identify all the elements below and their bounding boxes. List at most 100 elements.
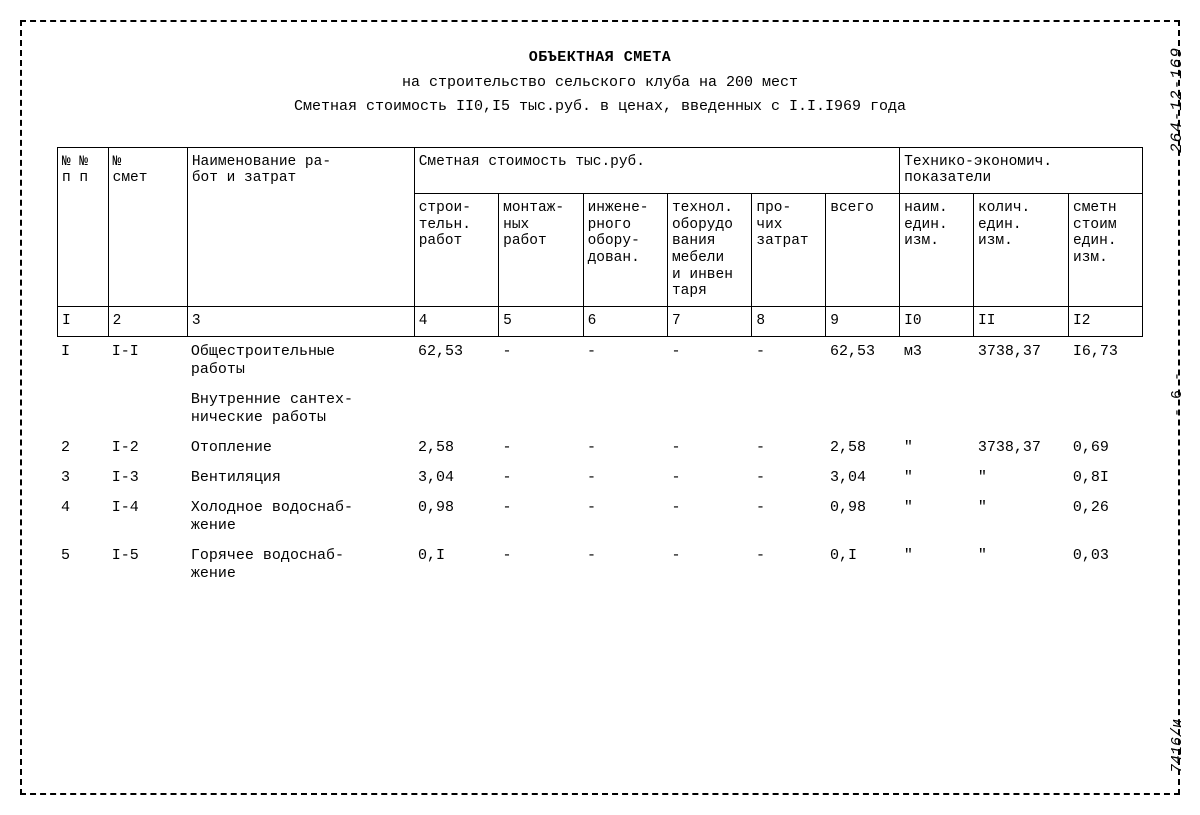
colnum-12: I2 <box>1069 306 1143 336</box>
row-c11: " <box>974 541 1069 589</box>
row-c12: 0,03 <box>1069 541 1143 589</box>
row-c10: " <box>900 463 974 493</box>
row-num: 2 <box>57 433 108 463</box>
colnum-2: 2 <box>108 306 187 336</box>
header-col-8: про-чихзатрат <box>752 193 826 306</box>
row-c7: - <box>668 541 753 589</box>
table-row: Внутренние сантех-нические работы <box>57 385 1143 433</box>
row-c7: - <box>668 433 753 463</box>
row-c6: - <box>583 493 668 541</box>
data-table: II-IОбщестроительныеработы62,53----62,53… <box>57 337 1143 589</box>
colnum-11: II <box>974 306 1069 336</box>
doc-code-bottom: 7416/и <box>1169 719 1186 773</box>
table-row: II-IОбщестроительныеработы62,53----62,53… <box>57 337 1143 385</box>
row-c10: м3 <box>900 337 974 385</box>
row-c9: 0,98 <box>826 493 900 541</box>
row-c7: - <box>668 337 753 385</box>
colnum-1: I <box>58 306 109 336</box>
header-col-12: сметнстоимедин.изм. <box>1069 193 1143 306</box>
header-col-11: колич.един.изм. <box>974 193 1069 306</box>
row-code: I-5 <box>108 541 187 589</box>
row-code: I-3 <box>108 463 187 493</box>
colnum-8: 8 <box>752 306 826 336</box>
page-number: - 6 - <box>1169 372 1186 417</box>
row-c6: - <box>583 541 668 589</box>
row-code: I-I <box>108 337 187 385</box>
row-c11: " <box>974 493 1069 541</box>
row-c10: " <box>900 541 974 589</box>
row-c4: 3,04 <box>414 463 499 493</box>
row-c10: " <box>900 493 974 541</box>
header-group-cost: Сметная стоимость тыс.руб. <box>414 147 899 193</box>
row-c5: - <box>499 337 584 385</box>
header-col-4: строи-тельн.работ <box>414 193 498 306</box>
row-c12: 0,69 <box>1069 433 1143 463</box>
row-c4: 62,53 <box>414 337 499 385</box>
row-name: Общестроительныеработы <box>187 337 414 385</box>
row-c8: - <box>752 463 826 493</box>
header-col-2: №смет <box>108 147 187 306</box>
header-col-10: наим.един.изм. <box>900 193 974 306</box>
colnum-3: 3 <box>187 306 414 336</box>
title-subtitle: на строительство сельского клуба на 200 … <box>57 72 1143 95</box>
row-name: Вентиляция <box>187 463 414 493</box>
row-c9: 2,58 <box>826 433 900 463</box>
header-table: № №п п №смет Наименование ра-бот и затра… <box>57 147 1143 337</box>
row-name: Горячее водоснаб-жение <box>187 541 414 589</box>
row-name: Отопление <box>187 433 414 463</box>
row-code: I-4 <box>108 493 187 541</box>
title-block: ОБЪЕКТНАЯ СМЕТА на строительство сельско… <box>57 47 1143 119</box>
row-c10: " <box>900 433 974 463</box>
row-c11: 3738,37 <box>974 337 1069 385</box>
row-name: Холодное водоснаб-жение <box>187 493 414 541</box>
row-c9: 0,I <box>826 541 900 589</box>
title-main: ОБЪЕКТНАЯ СМЕТА <box>57 47 1143 70</box>
column-number-row: I 2 3 4 5 6 7 8 9 I0 II I2 <box>58 306 1143 336</box>
row-c8: - <box>752 493 826 541</box>
row-c11: 3738,37 <box>974 433 1069 463</box>
row-c7: - <box>668 493 753 541</box>
header-col-9: всего <box>826 193 900 306</box>
title-cost-line: Сметная стоимость II0,I5 тыс.руб. в цена… <box>57 96 1143 119</box>
row-num: 3 <box>57 463 108 493</box>
row-c4: 0,98 <box>414 493 499 541</box>
header-col-1: № №п п <box>58 147 109 306</box>
table-row: 2I-2Отопление2,58----2,58"3738,370,69 <box>57 433 1143 463</box>
row-c5: - <box>499 541 584 589</box>
row-subheading: Внутренние сантех-нические работы <box>187 385 414 433</box>
row-c6: - <box>583 463 668 493</box>
row-c4: 0,I <box>414 541 499 589</box>
row-c4: 2,58 <box>414 433 499 463</box>
table-row: 5I-5Горячее водоснаб-жение0,I----0,I""0,… <box>57 541 1143 589</box>
header-col-3: Наименование ра-бот и затрат <box>187 147 414 306</box>
row-c12: I6,73 <box>1069 337 1143 385</box>
row-c5: - <box>499 493 584 541</box>
table-row: 4I-4Холодное водоснаб-жение0,98----0,98"… <box>57 493 1143 541</box>
document-frame: 264-12-169 - 6 - 7416/и ОБЪЕКТНАЯ СМЕТА … <box>20 20 1180 795</box>
row-c8: - <box>752 433 826 463</box>
row-num: 5 <box>57 541 108 589</box>
colnum-5: 5 <box>499 306 583 336</box>
colnum-7: 7 <box>667 306 751 336</box>
row-num: I <box>57 337 108 385</box>
doc-code-top: 264-12-169 <box>1168 47 1186 153</box>
row-c11: " <box>974 463 1069 493</box>
row-c6: - <box>583 433 668 463</box>
row-c5: - <box>499 433 584 463</box>
row-c8: - <box>752 541 826 589</box>
colnum-9: 9 <box>826 306 900 336</box>
colnum-6: 6 <box>583 306 667 336</box>
row-c5: - <box>499 463 584 493</box>
row-c9: 62,53 <box>826 337 900 385</box>
row-c6: - <box>583 337 668 385</box>
table-row: 3I-3Вентиляция3,04----3,04""0,8I <box>57 463 1143 493</box>
row-c9: 3,04 <box>826 463 900 493</box>
row-num: 4 <box>57 493 108 541</box>
colnum-4: 4 <box>414 306 498 336</box>
header-col-5: монтаж-ныхработ <box>499 193 583 306</box>
header-group-tech: Технико-экономич.показатели <box>900 147 1143 193</box>
row-c7: - <box>668 463 753 493</box>
header-col-6: инжене-рногообору-дован. <box>583 193 667 306</box>
row-c8: - <box>752 337 826 385</box>
header-col-7: технол.оборудованиямебелии инвентаря <box>667 193 751 306</box>
